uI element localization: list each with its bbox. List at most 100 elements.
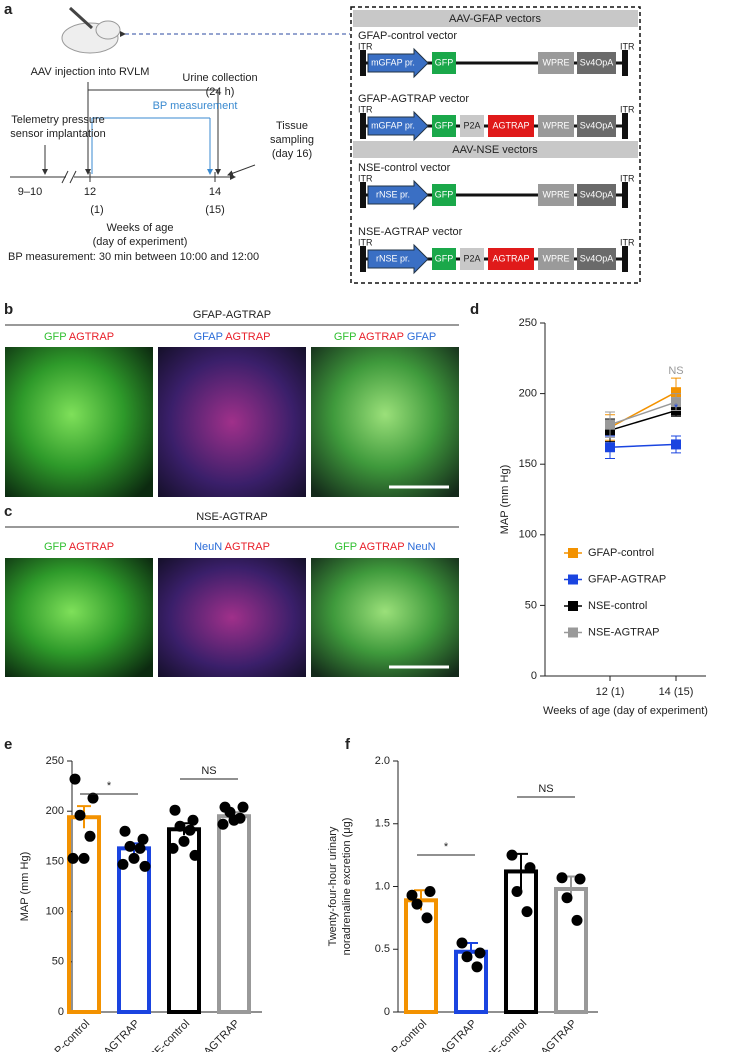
itr-label: ITR — [358, 173, 373, 183]
x-tick-label: 14 (15) — [659, 686, 694, 698]
data-point — [406, 889, 418, 901]
element-label: WPRE — [543, 189, 570, 199]
marker — [605, 419, 615, 430]
data-point — [119, 825, 131, 837]
legend-label: GFAP-control — [588, 547, 654, 559]
tick-label: 12 — [84, 186, 96, 198]
label: Weeks of age — [106, 222, 173, 234]
x-tick-label: GFAP-control — [374, 1018, 429, 1052]
element — [538, 52, 574, 74]
legend-label: NSE-control — [588, 600, 647, 612]
data-point — [137, 833, 149, 845]
vector-name: GFAP-control vector — [358, 30, 457, 42]
data-point — [474, 947, 486, 959]
element — [488, 115, 534, 137]
panel-title: GFAP-AGTRAP — [193, 309, 271, 321]
data-point — [189, 849, 201, 861]
channel-labels: GFP AGTRAP — [44, 541, 114, 553]
legend-marker — [568, 601, 578, 611]
y-tick-label: 150 — [519, 458, 537, 470]
itr — [622, 246, 628, 272]
itr — [360, 182, 366, 208]
label: Telemetry pressure — [11, 114, 105, 126]
channel-label: AGTRAP — [69, 541, 114, 553]
marker — [671, 387, 681, 398]
data-point — [74, 809, 86, 821]
tick-label: 9–10 — [18, 186, 42, 198]
micrograph — [311, 558, 459, 677]
bar — [554, 887, 588, 1015]
vector-box — [350, 6, 641, 284]
y-tick-label: 0 — [531, 670, 537, 682]
data-point — [456, 937, 468, 949]
group-bar — [353, 10, 638, 27]
panel-label: b — [4, 301, 13, 318]
x-axis-label: Weeks of age (day of experiment) — [543, 705, 708, 717]
legend-marker — [568, 627, 578, 638]
element-label: WPRE — [543, 253, 570, 263]
itr-label: ITR — [358, 237, 373, 247]
y-tick-label: 0 — [58, 1006, 64, 1018]
itr — [622, 113, 628, 139]
y-tick-label: 150 — [46, 855, 64, 867]
promoter — [367, 110, 429, 142]
data-point — [511, 886, 523, 898]
data-point — [461, 951, 473, 963]
y-tick-label: 100 — [519, 529, 537, 541]
data-point — [117, 858, 129, 870]
x-tick-label: GFAP-control — [37, 1018, 92, 1052]
bar — [454, 949, 488, 1015]
y-axis-label: MAP (mm Hg) — [499, 465, 511, 534]
element — [577, 248, 616, 270]
data-point — [556, 872, 568, 884]
channel-labels: GFP AGTRAP — [44, 331, 114, 343]
data-point — [506, 849, 518, 861]
data-point — [124, 840, 136, 852]
data-point — [167, 842, 179, 854]
x-tick-label: NSE-AGTRAP — [183, 1018, 242, 1052]
element — [460, 115, 484, 137]
y-tick-label: 2.0 — [375, 755, 390, 767]
channel-labels: NeuN AGTRAP — [194, 541, 270, 553]
data-point — [424, 886, 436, 898]
label: sampling — [270, 134, 314, 146]
y-axis-label: Twenty-four-hour urinary — [327, 826, 339, 946]
element-label: Sv4OpA — [580, 57, 614, 67]
element — [577, 115, 616, 137]
bar — [217, 814, 251, 1014]
element-label: mGFAP pr. — [371, 57, 415, 67]
micrograph — [5, 558, 153, 677]
data-point — [524, 862, 536, 874]
channel-label: GFAP — [407, 331, 436, 343]
annotation: * — [674, 402, 679, 414]
promoter — [367, 179, 429, 211]
element-label: WPRE — [543, 120, 570, 130]
annotation: * — [444, 841, 449, 853]
label: (24 h) — [206, 86, 235, 98]
series-line — [609, 409, 677, 432]
data-point — [471, 961, 483, 973]
promoter — [367, 243, 429, 275]
legend-marker — [568, 548, 578, 558]
mouse-illustration — [61, 6, 121, 54]
y-tick-label: 200 — [519, 388, 537, 400]
element — [488, 248, 534, 270]
y-tick-label: 200 — [46, 805, 64, 817]
channel-labels: GFP AGTRAP NeuN — [334, 541, 435, 553]
data-point — [571, 914, 583, 926]
element-label: GFP — [435, 253, 454, 263]
annotation: NS — [538, 783, 553, 795]
panel-label: c — [4, 503, 12, 520]
data-point — [69, 773, 81, 785]
data-point — [134, 842, 146, 854]
channel-label: AGTRAP — [225, 331, 270, 343]
panel-label: d — [470, 301, 479, 318]
element — [538, 115, 574, 137]
element — [538, 248, 574, 270]
data-point — [574, 873, 586, 885]
y-tick-label: 50 — [52, 956, 64, 968]
x-tick-label: NSE-control — [142, 1018, 192, 1052]
itr — [360, 246, 366, 272]
data-point — [87, 792, 99, 804]
group-title: AAV-GFAP vectors — [449, 13, 541, 25]
